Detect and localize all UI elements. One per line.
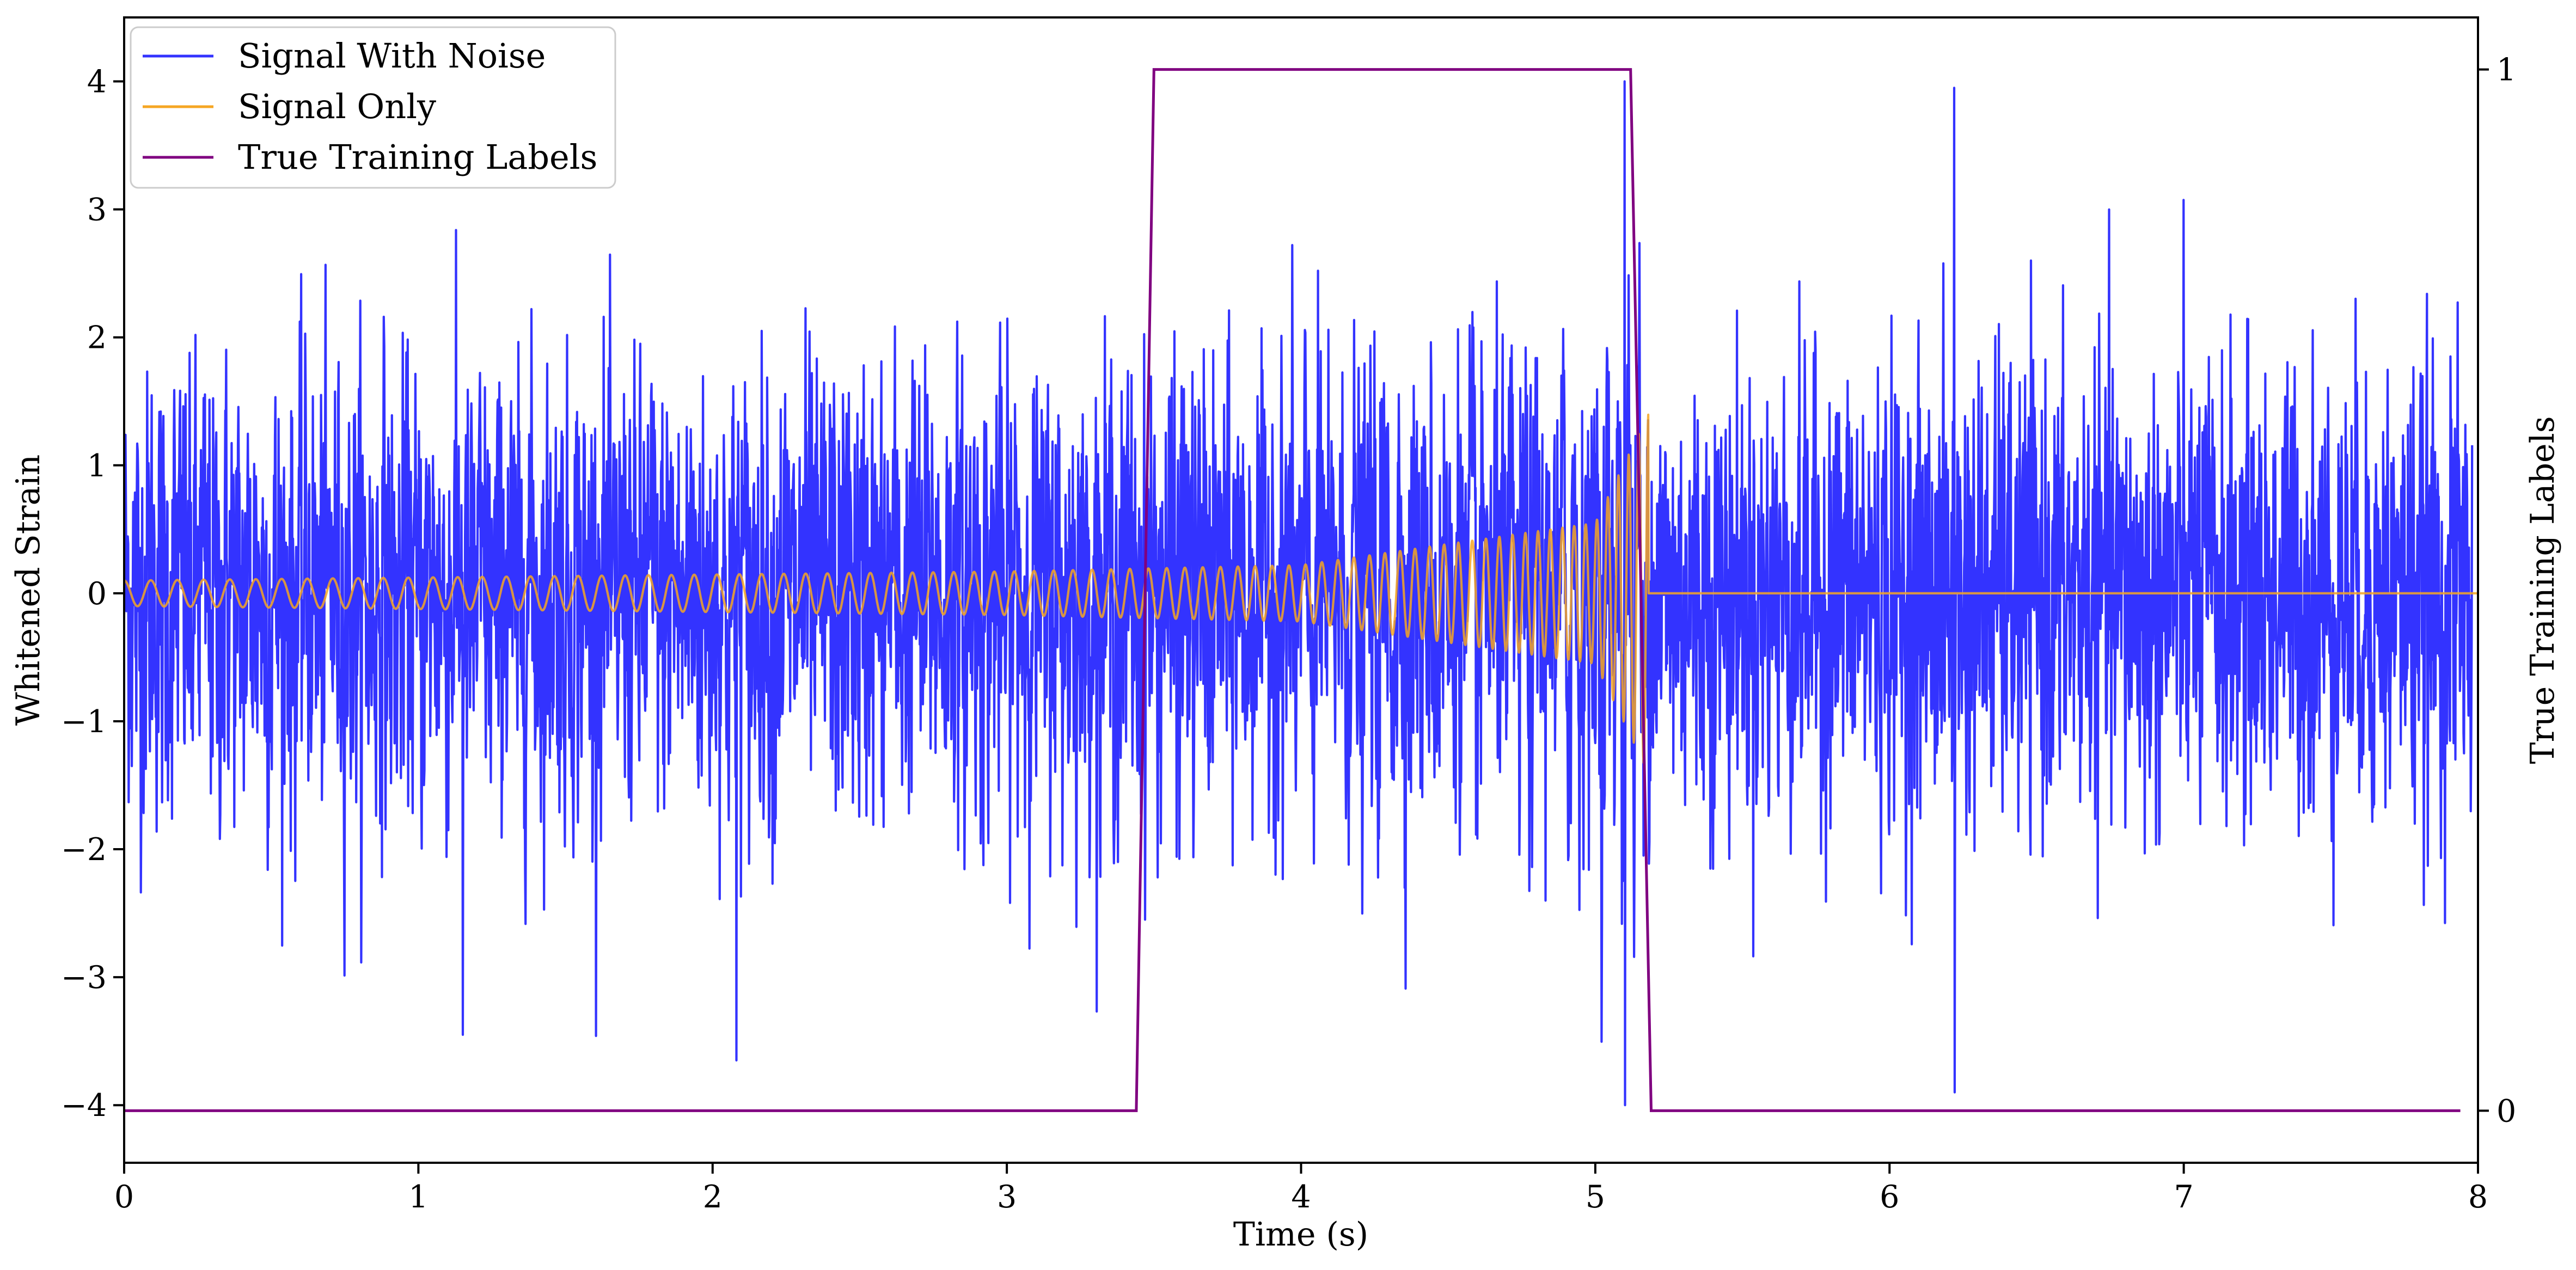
y-tick-label: −4	[61, 1088, 107, 1124]
x-axis-label: Time (s)	[1233, 1216, 1368, 1254]
signal-with-noise-line	[124, 80, 2474, 1107]
y-tick-label: 2	[87, 320, 107, 356]
x-tick-label: 4	[1291, 1179, 1311, 1215]
signal-only-line	[124, 413, 2478, 764]
x-tick-label: 8	[2468, 1179, 2488, 1215]
legend: Signal With Noise Signal Only True Train…	[130, 26, 616, 189]
y2-axis-label: True Training Labels	[2524, 416, 2562, 764]
legend-label-signal-only: Signal Only	[238, 87, 436, 126]
y2-tick-label: 0	[2497, 1093, 2516, 1129]
y-tick-label: −1	[61, 704, 107, 740]
y-tick-label: −3	[61, 960, 107, 996]
y-axis-right: 01	[2478, 52, 2516, 1129]
y2-tick-label: 1	[2497, 52, 2516, 88]
x-tick-label: 5	[1586, 1179, 1605, 1215]
legend-label-true-training-labels: True Training Labels	[238, 137, 597, 177]
x-tick-label: 0	[114, 1179, 134, 1215]
y-tick-label: −2	[61, 832, 107, 868]
plot-area	[124, 68, 2478, 1112]
y-axis-label: Whitened Strain	[9, 455, 47, 726]
x-tick-label: 2	[703, 1179, 723, 1215]
y-tick-label: 1	[87, 448, 107, 484]
x-axis: 0 1 2 3 4 5 6 7 8	[114, 1163, 2488, 1215]
x-tick-label: 1	[408, 1179, 428, 1215]
y-axis-left: −4 −3 −2 −1 0 1 2 3 4	[61, 64, 124, 1124]
legend-label-signal-with-noise: Signal With Noise	[238, 36, 546, 76]
y-tick-label: 3	[87, 192, 107, 228]
x-tick-label: 3	[997, 1179, 1017, 1215]
y-tick-label: 0	[87, 576, 107, 612]
x-tick-label: 6	[1880, 1179, 1899, 1215]
y-tick-label: 4	[87, 64, 107, 100]
x-tick-label: 7	[2174, 1179, 2193, 1215]
legend-box	[130, 26, 616, 189]
true-training-labels-line	[124, 68, 2461, 1112]
